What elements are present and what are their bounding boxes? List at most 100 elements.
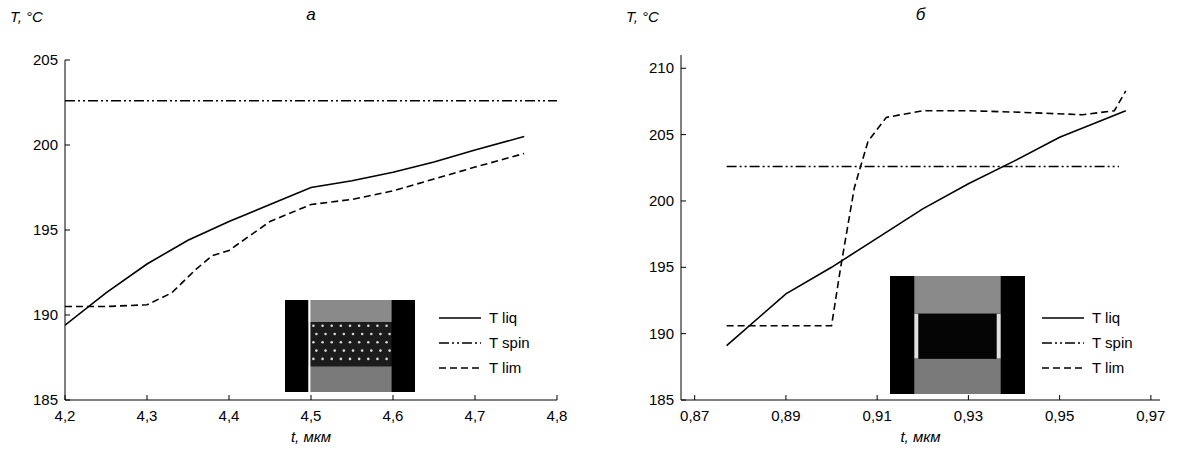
inset-speck	[379, 333, 382, 336]
inset-speck	[312, 324, 315, 327]
inset-speck	[361, 333, 364, 336]
x-tick	[557, 395, 558, 400]
legend-label: T liq	[1092, 309, 1120, 326]
y-tick	[65, 145, 70, 146]
inset-speck	[349, 358, 352, 361]
inset-speck	[330, 324, 333, 327]
y-tick	[681, 200, 686, 201]
inset-speck	[367, 341, 370, 344]
y-axis-title: T, °C	[626, 8, 659, 25]
x-tick-label: 4,7	[465, 407, 486, 424]
y-tick	[681, 134, 686, 135]
x-tick	[147, 395, 148, 400]
inset-speck	[349, 324, 352, 327]
y-tick-label: 205	[649, 126, 674, 143]
series-line	[727, 111, 1126, 346]
inset-band	[308, 366, 391, 392]
x-axis	[681, 400, 1160, 401]
inset-speck	[340, 358, 343, 361]
inset-speck	[312, 358, 315, 361]
panel: б0,870,890,910,930,950,97185190195200205…	[626, 5, 1165, 445]
x-tick-label: 4,5	[301, 407, 322, 424]
inset-image	[285, 300, 415, 392]
legend-swatch	[439, 317, 481, 319]
inset-speck	[324, 349, 327, 352]
x-tick-label: 0,95	[1045, 407, 1074, 424]
inset-speck	[343, 333, 346, 336]
x-tick-label: 4,4	[219, 407, 240, 424]
inset-speck	[376, 324, 379, 327]
legend-label: T liq	[489, 309, 517, 326]
x-tick	[1059, 395, 1060, 400]
inset-speck	[315, 333, 318, 336]
inset-band	[914, 359, 1000, 394]
y-tick-label: 185	[649, 391, 674, 408]
y-tick	[681, 267, 686, 268]
x-tick	[65, 395, 66, 400]
inset-speck	[370, 333, 373, 336]
legend: T liq T spin T lim	[1042, 309, 1133, 376]
legend-swatch	[1042, 317, 1084, 319]
chart-root: а4,24,34,44,54,64,74,8185190195200205T, …	[0, 0, 1189, 450]
legend-label: T spin	[489, 334, 530, 351]
plot-area	[727, 91, 1126, 346]
inset-speck	[370, 349, 373, 352]
inset-speck	[385, 341, 388, 344]
x-axis-title: t, мкм	[900, 428, 940, 445]
x-tick	[229, 395, 230, 400]
panel: а4,24,34,44,54,64,74,8185190195200205T, …	[10, 5, 567, 445]
x-tick-label: 4,6	[383, 407, 404, 424]
x-tick	[475, 395, 476, 400]
y-tick-label: 185	[33, 391, 58, 408]
x-tick	[877, 395, 878, 400]
x-tick	[311, 395, 312, 400]
inset-speck	[361, 349, 364, 352]
x-tick-label: 4,2	[55, 407, 76, 424]
y-axis-title: T, °C	[10, 8, 43, 25]
inset-core	[914, 314, 1000, 359]
inset-speck	[388, 349, 391, 352]
inset-speck	[358, 324, 361, 327]
inset-speck	[315, 349, 318, 352]
x-tick	[968, 395, 969, 400]
legend-swatch	[439, 367, 481, 369]
y-tick	[65, 230, 70, 231]
panel-letter: а	[306, 5, 315, 24]
y-tick-label: 195	[33, 221, 58, 238]
inset-speck	[343, 349, 346, 352]
legend-swatch	[1042, 367, 1084, 369]
inset-speck	[321, 358, 324, 361]
panel-letter: б	[916, 5, 927, 24]
inset-speck	[312, 341, 315, 344]
y-tick-label: 205	[33, 51, 58, 68]
inset-speck	[340, 341, 343, 344]
x-tick-label: 4,8	[547, 407, 568, 424]
inset-speck	[321, 324, 324, 327]
legend-label: T lim	[1092, 359, 1124, 376]
y-tick	[65, 315, 70, 316]
inset-speck	[330, 341, 333, 344]
y-tick-label: 200	[33, 136, 58, 153]
x-tick-label: 0,87	[680, 407, 709, 424]
inset-speck	[385, 324, 388, 327]
inset-speck	[376, 341, 379, 344]
legend-swatch	[439, 342, 481, 344]
inset-speck	[333, 349, 336, 352]
x-tick	[393, 395, 394, 400]
x-tick-label: 0,93	[954, 407, 983, 424]
series-line	[727, 166, 1119, 168]
legend-label: T spin	[1092, 334, 1133, 351]
inset-speck	[352, 349, 355, 352]
x-tick-label: 0,91	[863, 407, 892, 424]
inset-image	[890, 276, 1025, 394]
inset-edge	[997, 314, 1001, 359]
inset-speck	[340, 324, 343, 327]
inset-edge	[914, 314, 918, 359]
series-line	[727, 91, 1126, 326]
legend: T liqT spinT lim	[439, 309, 530, 376]
series-line	[65, 137, 524, 326]
inset-speck	[385, 358, 388, 361]
y-tick	[681, 68, 686, 69]
y-tick	[65, 60, 70, 61]
y-axis	[681, 55, 682, 400]
